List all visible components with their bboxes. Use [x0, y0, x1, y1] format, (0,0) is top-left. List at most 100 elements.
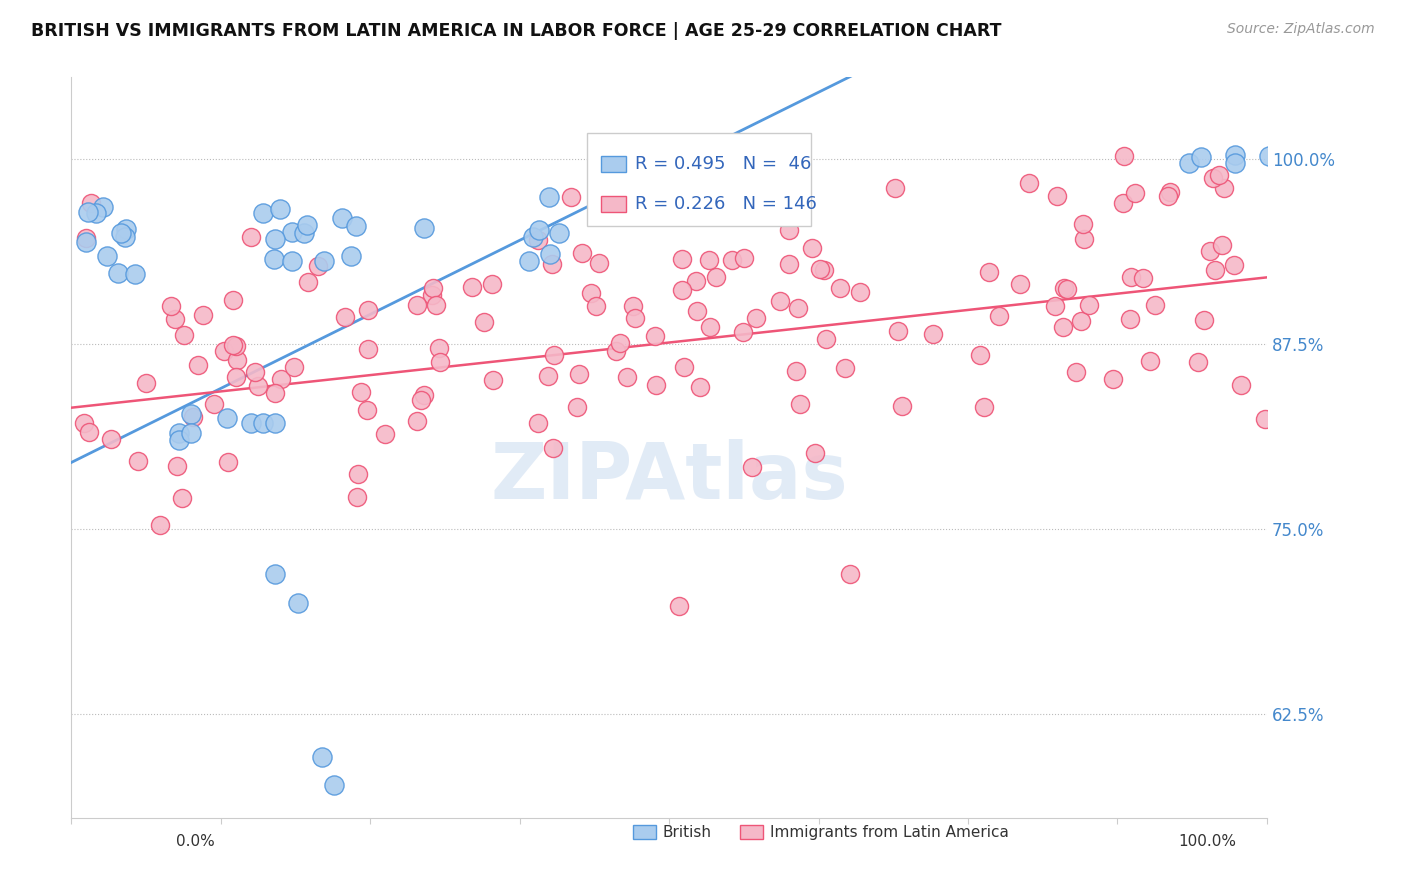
Point: [222, 293, 245, 308]
Point: [1056, 281, 1078, 295]
Point: [770, 209, 793, 223]
Point: [1018, 176, 1040, 190]
Point: [671, 252, 693, 266]
Point: [170, 491, 193, 505]
Point: [96, 249, 118, 263]
Point: [193, 308, 215, 322]
Point: [616, 369, 638, 384]
Point: [269, 202, 291, 216]
Point: [810, 261, 832, 276]
Point: [280, 254, 302, 268]
Point: [522, 229, 544, 244]
Point: [252, 206, 274, 220]
Point: [427, 341, 450, 355]
Point: [356, 402, 378, 417]
Point: [1223, 148, 1246, 162]
Point: [585, 300, 607, 314]
Point: [541, 257, 564, 271]
Point: [686, 304, 709, 318]
Point: [785, 364, 807, 378]
Point: [135, 376, 157, 391]
Point: [344, 219, 367, 234]
Point: [245, 365, 267, 379]
Point: [1043, 299, 1066, 313]
Point: [312, 253, 335, 268]
Point: [1064, 365, 1087, 379]
Text: 0.0%: 0.0%: [176, 834, 215, 849]
Point: [406, 298, 429, 312]
Point: [180, 425, 202, 440]
Point: [73, 417, 96, 431]
Point: [292, 226, 315, 240]
Point: [311, 750, 333, 764]
Point: [75, 231, 97, 245]
Point: [644, 329, 666, 343]
Point: [181, 409, 204, 424]
Text: Source: ZipAtlas.com: Source: ZipAtlas.com: [1227, 22, 1375, 37]
Point: [252, 416, 274, 430]
Point: [110, 226, 132, 240]
Point: [461, 279, 484, 293]
Point: [571, 246, 593, 260]
Point: [560, 190, 582, 204]
Point: [77, 425, 100, 439]
Point: [769, 294, 792, 309]
Point: [100, 433, 122, 447]
Point: [538, 247, 561, 261]
Point: [838, 566, 860, 581]
Point: [413, 388, 436, 402]
Point: [786, 301, 808, 316]
Point: [167, 425, 190, 440]
Point: [420, 288, 443, 302]
Point: [166, 458, 188, 473]
Point: [1254, 411, 1277, 425]
Point: [1073, 217, 1095, 231]
Point: [987, 309, 1010, 323]
Point: [202, 397, 225, 411]
Point: [579, 286, 602, 301]
Point: [973, 400, 995, 414]
Point: [588, 255, 610, 269]
Point: [124, 267, 146, 281]
Point: [1053, 280, 1076, 294]
Point: [263, 232, 285, 246]
Point: [541, 441, 564, 455]
Point: [1223, 259, 1246, 273]
Point: [481, 277, 503, 292]
Point: [246, 379, 269, 393]
Text: BRITISH VS IMMIGRANTS FROM LATIN AMERICA IN LABOR FORCE | AGE 25-29 CORRELATION : BRITISH VS IMMIGRANTS FROM LATIN AMERICA…: [31, 22, 1001, 40]
Text: 100.0%: 100.0%: [1178, 834, 1236, 849]
Point: [886, 324, 908, 338]
Point: [1112, 149, 1135, 163]
Point: [801, 241, 824, 255]
Point: [834, 360, 856, 375]
Point: [225, 369, 247, 384]
Point: [356, 342, 378, 356]
Point: [482, 373, 505, 387]
Point: [225, 353, 247, 368]
Point: [346, 490, 368, 504]
Point: [969, 348, 991, 362]
Point: [340, 249, 363, 263]
Point: [281, 225, 304, 239]
Point: [263, 252, 285, 266]
Point: [225, 339, 247, 353]
Point: [672, 359, 695, 374]
Point: [828, 280, 851, 294]
Point: [1211, 237, 1233, 252]
Point: [1132, 271, 1154, 285]
Point: [1257, 149, 1279, 163]
Point: [91, 200, 114, 214]
Point: [1078, 298, 1101, 312]
Point: [283, 359, 305, 374]
Point: [537, 369, 560, 384]
Point: [733, 251, 755, 265]
Point: [609, 336, 631, 351]
Point: [548, 227, 571, 241]
Point: [527, 416, 550, 430]
Point: [848, 285, 870, 300]
Point: [778, 257, 800, 271]
Point: [187, 359, 209, 373]
Point: [621, 299, 644, 313]
Point: [537, 190, 560, 204]
